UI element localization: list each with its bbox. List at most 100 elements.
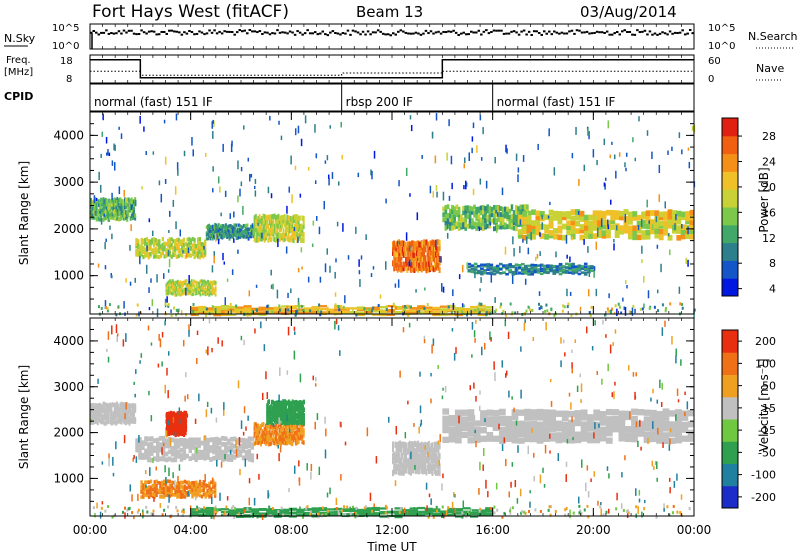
heatmap-cell (100, 197, 103, 203)
speckle (250, 173, 253, 178)
heatmap-cell (402, 261, 405, 268)
heatmap-cell (599, 426, 607, 433)
heatmap-cell (681, 421, 689, 429)
speckle (410, 451, 412, 460)
heatmap-cell (476, 269, 481, 273)
heatmap-cell (680, 211, 686, 218)
heatmap-cell (499, 224, 503, 230)
heatmap-cell (280, 215, 283, 221)
heatmap-cell (436, 441, 439, 448)
heatmap-cell (417, 251, 420, 258)
heatmap-cell (431, 458, 434, 465)
heatmap-cell (636, 220, 642, 227)
heatmap-cell (417, 446, 420, 453)
speckle (641, 245, 643, 254)
power-cells (90, 197, 695, 317)
heatmap-cell (166, 486, 170, 490)
speckle (685, 257, 687, 264)
speckle (426, 302, 429, 306)
heatmap-cell (138, 437, 142, 443)
speckle (109, 225, 111, 230)
heatmap-cell (264, 436, 267, 442)
noise-point (475, 31, 478, 34)
heatmap-cell (198, 255, 201, 260)
heatmap-cell (193, 486, 196, 491)
heatmap-cell (544, 214, 550, 220)
heatmap-cell (406, 448, 409, 455)
heatmap-cell (246, 223, 249, 227)
heatmap-cell (168, 479, 172, 484)
heatmap-cell (281, 426, 284, 431)
heatmap-cell (100, 203, 103, 208)
heatmap-cell (636, 214, 642, 221)
heatmap-cell (430, 446, 433, 453)
heatmap-cell (432, 512, 441, 515)
heatmap-cell (419, 453, 422, 460)
heatmap-cell (196, 241, 200, 246)
heatmap-cell (169, 290, 172, 295)
heatmap-cell (401, 469, 404, 476)
noise-point (618, 33, 621, 36)
heatmap-cell (100, 417, 103, 423)
heatmap-cell (280, 435, 283, 440)
heatmap-cell (457, 216, 461, 222)
speckle (175, 221, 177, 230)
heatmap-cell (209, 457, 213, 462)
heatmap-cell (118, 203, 121, 208)
heatmap-cell (184, 281, 187, 285)
freq-right-tick-top: 60 (708, 56, 721, 67)
heatmap-cell (483, 264, 487, 268)
heatmap-cell (524, 269, 528, 273)
heatmap-cell (296, 510, 305, 513)
heatmap-cell (293, 425, 296, 431)
heatmap-cell (126, 411, 129, 416)
heatmap-cell (419, 257, 422, 264)
heatmap-cell (205, 509, 214, 512)
heatmap-cell (178, 292, 181, 296)
heatmap-cell (467, 269, 472, 272)
heatmap-cell (116, 420, 119, 425)
heatmap-cell (285, 227, 288, 234)
heatmap-cell (217, 226, 220, 230)
heatmap-cell (662, 437, 670, 445)
heatmap-cell (179, 495, 183, 499)
speckle (674, 223, 676, 231)
heatmap-cell (205, 237, 208, 241)
heatmap-cell (619, 210, 625, 217)
heatmap-cell (301, 232, 304, 238)
heatmap-cell (162, 491, 166, 495)
heatmap-cell (392, 441, 394, 448)
speckle (538, 307, 541, 311)
heatmap-cell (126, 213, 129, 219)
speckle (141, 186, 143, 190)
heatmap-cell (593, 421, 601, 429)
heatmap-cell (497, 224, 501, 230)
heatmap-cell (216, 229, 219, 234)
heatmap-cell (238, 437, 243, 443)
noise-point (155, 33, 158, 36)
speckle (229, 213, 232, 219)
heatmap-cell (151, 240, 154, 245)
heatmap-cell (524, 432, 531, 439)
heatmap-cell (222, 232, 225, 236)
speckle (588, 131, 590, 140)
speckle (664, 201, 666, 209)
speckle (257, 222, 259, 227)
heatmap-cell (393, 456, 396, 463)
heatmap-cell (183, 495, 187, 499)
heatmap-cell (508, 214, 512, 220)
heatmap-cell (140, 480, 143, 484)
heatmap-cell (601, 230, 607, 236)
heatmap-cell (396, 441, 399, 449)
heatmap-cell (680, 233, 686, 240)
heatmap-cell (593, 414, 601, 421)
heatmap-cell (193, 241, 196, 246)
speckle (478, 311, 481, 315)
noise-point (605, 30, 609, 33)
noise-point (346, 29, 350, 32)
heatmap-cell (486, 435, 494, 442)
heatmap-cell (131, 413, 134, 418)
heatmap-cell (258, 311, 267, 314)
heatmap-cell (194, 291, 197, 295)
heatmap-cell (120, 401, 123, 407)
